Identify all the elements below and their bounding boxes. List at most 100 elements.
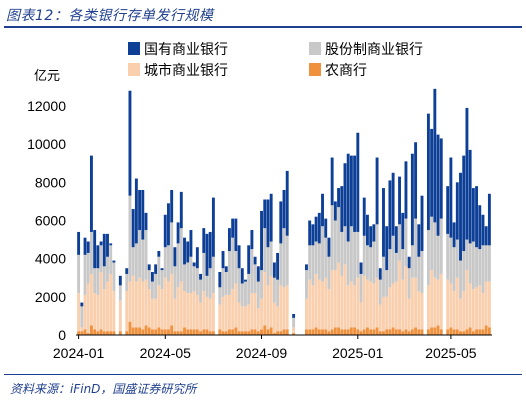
bar-segment	[192, 291, 196, 330]
bar-segment	[160, 329, 164, 335]
bar-segment	[401, 331, 405, 335]
bar-segment	[346, 241, 350, 286]
bar-segment	[266, 329, 270, 335]
bar-segment	[407, 331, 411, 335]
bar-segment	[465, 329, 469, 335]
bar-segment	[189, 329, 193, 335]
bar-segment	[481, 329, 485, 335]
bar-segment	[144, 279, 148, 326]
bar-segment	[102, 331, 106, 335]
bar-segment	[260, 270, 263, 299]
bar-segment	[459, 298, 462, 332]
bar-segment	[436, 235, 440, 280]
bar-segment	[349, 226, 353, 282]
bar-segment	[321, 281, 324, 330]
bar-segment	[109, 245, 113, 274]
bar-segment	[407, 298, 411, 332]
bar-segment	[459, 172, 462, 261]
bar-segment	[426, 230, 430, 286]
bar-segment	[93, 230, 97, 269]
bar-segment	[128, 281, 132, 322]
bar-segment	[366, 245, 369, 280]
bar-segment	[321, 329, 324, 335]
bar-segment	[487, 193, 491, 246]
bar-segment	[160, 268, 164, 271]
bar-segment	[189, 256, 193, 294]
bar-segment	[346, 329, 350, 335]
bar-segment	[426, 285, 430, 330]
bar-segment	[112, 291, 116, 332]
bar-segment	[134, 178, 138, 244]
bar-segment	[433, 88, 437, 223]
bar-segment	[186, 329, 190, 335]
bar-segment	[401, 249, 405, 280]
bar-segment	[128, 321, 132, 335]
bar-segment	[420, 195, 424, 252]
bar-segment	[269, 327, 273, 335]
bar-segment	[285, 170, 289, 236]
bar-segment	[414, 327, 418, 335]
bar-segment	[378, 304, 382, 332]
bar-segment	[102, 266, 106, 290]
bar-segment	[430, 216, 434, 271]
bar-segment	[147, 327, 151, 335]
y-tick-label: 0	[58, 327, 66, 343]
bar-segment	[83, 254, 87, 295]
bars	[77, 88, 491, 335]
x-ticks: 2024-01 2024-05 2024-09 2025-01 2025-05	[53, 335, 477, 361]
bar-segment	[99, 241, 103, 246]
bar-segment	[330, 270, 334, 330]
bar-segment	[449, 157, 453, 238]
bar-segment	[372, 224, 376, 242]
bar-segment	[327, 237, 331, 257]
bar-segment	[228, 294, 231, 330]
bar-segment	[465, 239, 469, 271]
bar-segment	[112, 262, 116, 292]
bar-segment	[224, 294, 228, 332]
bar-segment	[452, 247, 456, 292]
bar-segment	[208, 268, 212, 299]
bar-segment	[468, 283, 472, 328]
bar-segment	[327, 256, 331, 290]
bar-segment	[266, 247, 270, 286]
bar-segment	[224, 331, 228, 335]
bar-segment	[83, 329, 87, 335]
bar-segment	[394, 226, 398, 253]
bar-segment	[375, 277, 379, 328]
bar-segment	[224, 272, 228, 295]
bar-segment	[446, 279, 450, 330]
bar-segment	[340, 231, 344, 276]
bar-segment	[471, 331, 475, 335]
bar-segment	[221, 268, 225, 297]
bar-segment	[353, 285, 357, 328]
bar-segment	[195, 294, 199, 330]
bar-segment	[109, 243, 113, 246]
bar-segment	[404, 329, 408, 335]
bar-segment	[285, 285, 289, 330]
bar-segment	[253, 264, 257, 294]
bar-segment	[138, 189, 142, 231]
bar-segment	[228, 251, 231, 295]
bar-segment	[414, 218, 418, 278]
bar-segment	[314, 241, 318, 274]
bar-segment	[90, 155, 93, 232]
bar-segment	[305, 329, 308, 335]
bar-segment	[224, 266, 228, 273]
bar-segment	[439, 218, 443, 274]
bar-segment	[314, 273, 318, 328]
bar-segment	[439, 273, 443, 330]
bar-segment	[205, 275, 209, 297]
bar-segment	[253, 329, 257, 335]
bar-segment	[391, 172, 395, 236]
bar-segment	[343, 163, 347, 227]
bar-segment	[330, 157, 334, 206]
bar-segment	[349, 281, 353, 328]
bar-segment	[176, 243, 180, 288]
bar-segment	[99, 245, 103, 273]
bar-segment	[106, 233, 109, 257]
bar-segment	[250, 249, 254, 294]
bar-segment	[260, 329, 263, 335]
bar-segment	[253, 256, 257, 265]
bar-segment	[369, 281, 373, 330]
bar-segment	[183, 237, 186, 265]
